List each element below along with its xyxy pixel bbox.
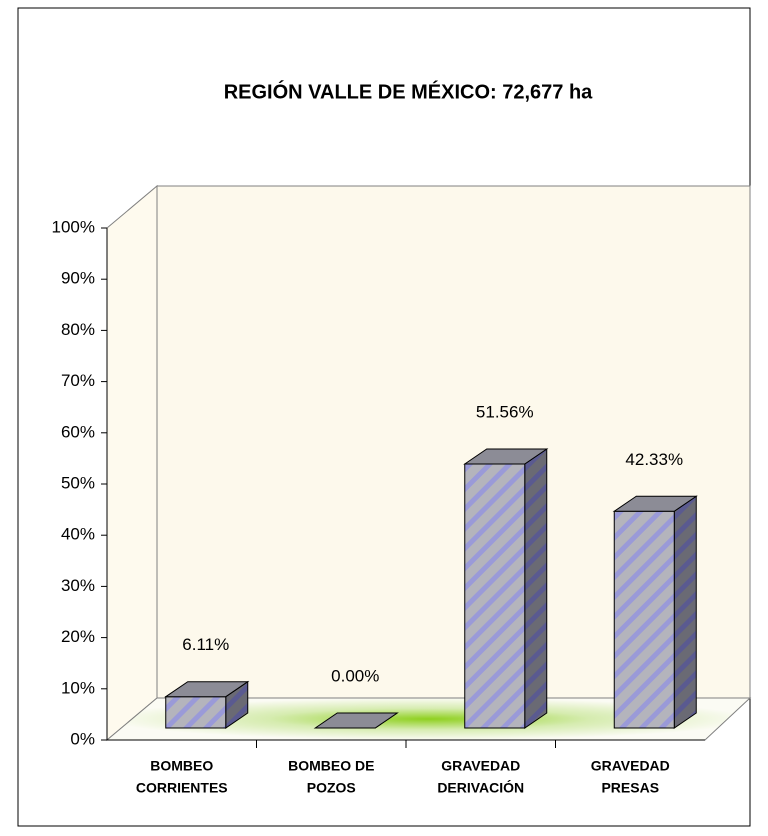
x-tick-label: DERIVACIÓN (437, 779, 524, 796)
bar-top (612, 495, 698, 512)
x-tick-label: GRAVEDAD (591, 758, 670, 774)
y-tick-label: 70% (61, 371, 95, 390)
y-tick-label: 20% (61, 627, 95, 646)
x-tick-label: CORRIENTES (136, 780, 228, 796)
bar-top (313, 712, 399, 729)
data-label: 0.00% (331, 666, 379, 685)
data-label: 51.56% (476, 402, 534, 421)
side-wall (106, 184, 158, 742)
bar-side (524, 448, 548, 729)
y-tick-label: 30% (61, 576, 95, 595)
bar (164, 680, 250, 729)
bar-side (673, 495, 697, 729)
x-tick-label: BOMBEO (150, 758, 213, 774)
bar-front (165, 696, 227, 729)
y-tick-label: 60% (61, 422, 95, 441)
bar-top (463, 448, 549, 465)
y-tick-label: 10% (61, 678, 95, 697)
bar (463, 448, 549, 729)
y-tick-label: 0% (70, 729, 95, 748)
x-tick-label: POZOS (307, 780, 356, 796)
data-label: 42.33% (625, 450, 683, 469)
data-label: 6.11% (182, 635, 229, 654)
x-tick-label: PRESAS (601, 780, 659, 796)
bar-top (164, 681, 250, 698)
bar (612, 495, 698, 729)
y-tick-label: 40% (61, 525, 95, 544)
bar-front (613, 510, 675, 729)
y-tick-label: 50% (61, 473, 95, 492)
x-tick-label: GRAVEDAD (441, 758, 520, 774)
bar-front (464, 463, 526, 729)
y-tick-label: 80% (61, 320, 95, 339)
bar (313, 712, 399, 729)
y-tick-label: 100% (52, 217, 95, 236)
y-tick-label: 90% (61, 269, 95, 288)
x-tick-label: BOMBEO DE (288, 758, 374, 774)
chart-title: REGIÓN VALLE DE MÉXICO: 72,677 ha (224, 79, 593, 103)
